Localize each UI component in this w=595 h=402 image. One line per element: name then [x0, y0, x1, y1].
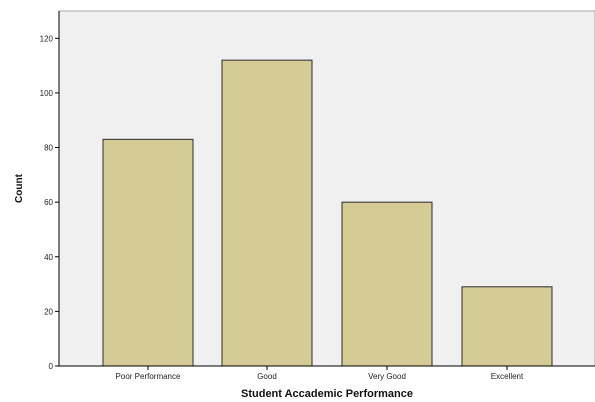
x-tick-label: Very Good	[368, 372, 406, 381]
y-tick-label: 100	[40, 89, 54, 98]
y-tick-label: 60	[44, 198, 53, 207]
y-tick-label: 40	[44, 253, 53, 262]
x-ticks-group: Poor Performance Good Very Good Excellent	[116, 366, 524, 381]
x-tick-label: Poor Performance	[116, 372, 181, 381]
x-tick-label: Excellent	[491, 372, 524, 381]
x-tick-label: Good	[257, 372, 277, 381]
bar	[341, 201, 433, 367]
y-tick-label: 120	[40, 34, 54, 43]
y-tick-label: 20	[44, 307, 53, 316]
y-tick-label: 80	[44, 144, 53, 153]
y-tick-label: 0	[49, 362, 54, 371]
y-axis-title: Count	[14, 173, 25, 203]
x-axis-title: Student Accademic Performance	[241, 388, 413, 400]
y-ticks-group: 0 20 40 60 80 100 120	[40, 34, 59, 371]
bar	[461, 286, 553, 367]
bar	[221, 59, 313, 367]
bar	[102, 138, 194, 367]
